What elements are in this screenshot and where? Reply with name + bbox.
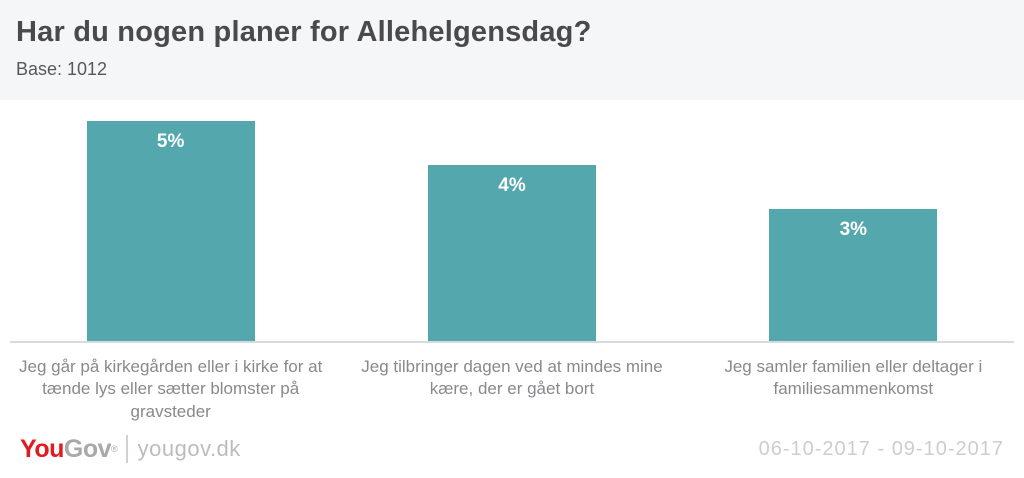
header: Har du nogen planer for Allehelgensdag? … xyxy=(0,0,1024,100)
category-label: Jeg går på kirkegården eller i kirke for… xyxy=(19,357,323,421)
category-labels-row: Jeg går på kirkegården eller i kirke for… xyxy=(0,343,1024,428)
category-label: Jeg tilbringer dagen ved at mindes mine … xyxy=(361,357,663,399)
logo-you: You xyxy=(20,434,64,463)
bar-value-label: 3% xyxy=(839,219,868,240)
base-label: Base: 1012 xyxy=(16,59,108,79)
bar: 4% xyxy=(427,165,596,341)
site-label: yougov.dk xyxy=(137,436,241,461)
bar-column: 4% xyxy=(341,100,682,341)
bar-value-label: 5% xyxy=(156,131,185,152)
date-range: 06-10-2017 - 09-10-2017 xyxy=(758,437,1004,460)
logo-divider xyxy=(125,435,128,463)
bar-value-label: 4% xyxy=(498,175,526,196)
footer: You Gov ® yougov.dk 06-10-2017 - 09-10-201… xyxy=(0,428,1024,478)
bars-row: 5% 4% 3% xyxy=(0,100,1024,341)
logo-gov: Gov xyxy=(63,434,112,463)
registered-mark-icon: ® xyxy=(111,444,118,454)
page-title: Har du nogen planer for Allehelgensdag? xyxy=(16,16,592,48)
bar-column: 3% xyxy=(683,100,1024,341)
bar-column: 5% xyxy=(0,100,341,341)
bar: 5% xyxy=(86,121,255,341)
yougov-logo: You Gov ® yougov.dk xyxy=(20,435,241,464)
axis-line xyxy=(10,341,1014,343)
bar: 3% xyxy=(769,209,938,341)
category-label: Jeg samler familien eller deltager i fam… xyxy=(724,357,983,399)
